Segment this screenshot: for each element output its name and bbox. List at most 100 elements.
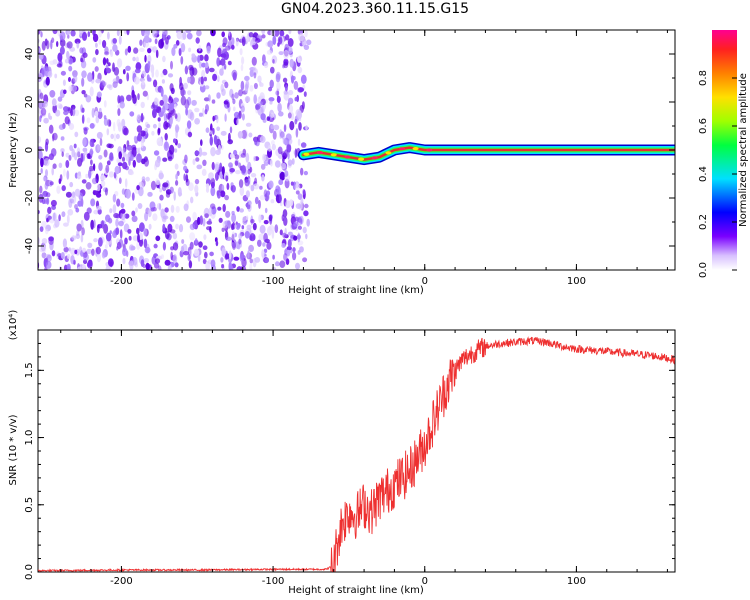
noise-point [97, 144, 101, 151]
colorbar: 0.0 0.2 0.4 0.6 0.8 Normalized spectral ampl… [698, 30, 749, 278]
noise-point [231, 231, 236, 241]
noise-point [172, 254, 178, 264]
noise-point [175, 180, 179, 186]
noise-point [204, 213, 209, 219]
noise-point [305, 233, 308, 240]
noise-point [259, 135, 266, 143]
noise-point [140, 259, 145, 267]
noise-point [241, 36, 246, 47]
noise-point [173, 103, 177, 109]
noise-point [187, 131, 193, 138]
noise-point [74, 38, 81, 44]
noise-point [40, 107, 47, 116]
noise-point [224, 113, 227, 122]
noise-point [225, 236, 232, 241]
noise-point [39, 115, 42, 123]
noise-point [81, 77, 85, 87]
noise-point [283, 216, 288, 226]
noise-point [280, 162, 287, 170]
noise-point [180, 43, 186, 53]
noise-point [274, 160, 281, 168]
noise-point [118, 35, 122, 45]
noise-point [144, 246, 151, 254]
noise-point [60, 70, 66, 76]
noise-point [174, 124, 180, 133]
noise-point [185, 30, 192, 34]
noise-point [175, 223, 179, 230]
noise-point [142, 80, 145, 86]
noise-point [294, 148, 298, 159]
noise-point [169, 117, 173, 125]
noise-point [98, 162, 103, 172]
noise-point [226, 102, 230, 108]
noise-point [272, 130, 277, 140]
noise-point [174, 148, 178, 153]
noise-point [195, 157, 200, 162]
noise-point [70, 255, 75, 265]
noise-point [209, 136, 213, 146]
noise-point [88, 169, 92, 179]
noise-point [71, 194, 77, 204]
noise-point [220, 53, 227, 58]
noise-point [108, 119, 112, 127]
noise-point [89, 86, 94, 97]
noise-point [181, 239, 185, 244]
noise-point [67, 209, 74, 216]
noise-point [122, 69, 126, 75]
noise-point [277, 146, 283, 155]
noise-point [292, 247, 296, 253]
noise-point [76, 223, 82, 232]
noise-point [45, 76, 50, 86]
noise-point [184, 154, 188, 164]
noise-point [145, 262, 150, 270]
noise-point [133, 47, 139, 54]
noise-point [147, 191, 153, 197]
noise-point [252, 66, 256, 72]
noise-point [81, 179, 87, 184]
noise-point [98, 237, 103, 247]
noise-point [112, 44, 118, 52]
noise-point [90, 198, 96, 207]
noise-point [66, 214, 70, 224]
noise-point [286, 249, 291, 257]
noise-point [182, 31, 187, 40]
noise-point [291, 75, 295, 84]
noise-point [146, 123, 151, 129]
noise-point [160, 87, 164, 97]
track-blob [317, 151, 324, 155]
noise-point [112, 81, 118, 88]
noise-point [215, 240, 219, 247]
noise-point [297, 232, 301, 243]
noise-point [238, 179, 244, 188]
noise-point [169, 229, 176, 234]
noise-point [205, 104, 209, 112]
noise-point [140, 101, 145, 109]
noise-point [190, 196, 194, 204]
noise-point [173, 191, 176, 201]
noise-point [284, 170, 289, 178]
noise-point [258, 233, 265, 241]
noise-point [186, 32, 193, 40]
noise-point [117, 162, 123, 167]
noise-point [68, 85, 73, 92]
noise-point [183, 173, 186, 181]
noise-point [68, 65, 73, 72]
noise-point [294, 183, 301, 191]
noise-point [225, 45, 231, 51]
noise-point [282, 209, 288, 218]
noise-point [187, 254, 191, 262]
noise-point [58, 124, 65, 130]
noise-point [80, 233, 84, 243]
noise-point [215, 172, 219, 181]
noise-point [89, 138, 95, 148]
noise-point [221, 31, 225, 38]
noise-point [38, 100, 44, 110]
noise-point [105, 214, 111, 223]
noise-point [91, 107, 95, 118]
noise-point [96, 183, 101, 192]
noise-point [184, 65, 189, 75]
noise-point [155, 235, 161, 242]
noise-point [253, 183, 260, 190]
noise-point [241, 225, 245, 230]
noise-point [175, 173, 178, 180]
